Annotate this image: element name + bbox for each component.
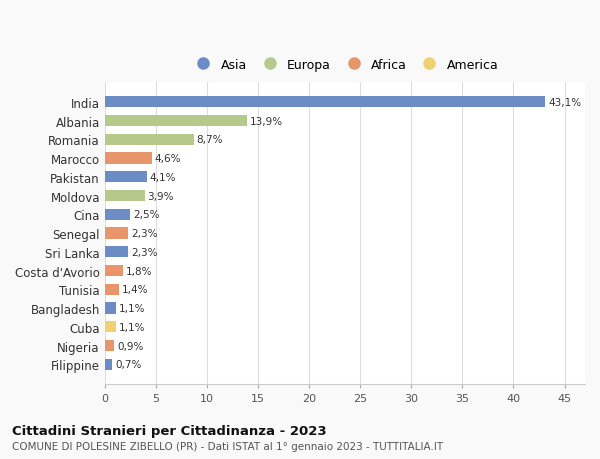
- Text: 1,1%: 1,1%: [119, 322, 146, 332]
- Bar: [105, 116, 247, 127]
- Text: 13,9%: 13,9%: [250, 116, 283, 126]
- Bar: [105, 265, 123, 276]
- Text: 1,4%: 1,4%: [122, 285, 149, 295]
- Bar: [105, 172, 146, 183]
- Bar: [105, 284, 119, 295]
- Bar: [105, 209, 130, 220]
- Text: 2,3%: 2,3%: [131, 229, 158, 239]
- Text: 1,8%: 1,8%: [126, 266, 152, 276]
- Bar: [105, 228, 128, 239]
- Bar: [105, 97, 545, 108]
- Text: 0,9%: 0,9%: [117, 341, 143, 351]
- Bar: [105, 190, 145, 202]
- Bar: [105, 359, 112, 370]
- Text: Cittadini Stranieri per Cittadinanza - 2023: Cittadini Stranieri per Cittadinanza - 2…: [12, 424, 326, 437]
- Legend: Asia, Europa, Africa, America: Asia, Europa, Africa, America: [186, 53, 504, 76]
- Bar: [105, 153, 152, 164]
- Text: 2,5%: 2,5%: [133, 210, 160, 220]
- Text: 8,7%: 8,7%: [197, 135, 223, 145]
- Text: 43,1%: 43,1%: [548, 98, 581, 107]
- Bar: [105, 134, 194, 146]
- Bar: [105, 340, 114, 352]
- Bar: [105, 321, 116, 333]
- Text: 4,6%: 4,6%: [155, 154, 181, 164]
- Text: 4,1%: 4,1%: [149, 173, 176, 182]
- Text: 3,9%: 3,9%: [148, 191, 174, 201]
- Bar: [105, 303, 116, 314]
- Bar: [105, 246, 128, 258]
- Text: 1,1%: 1,1%: [119, 303, 146, 313]
- Text: COMUNE DI POLESINE ZIBELLO (PR) - Dati ISTAT al 1° gennaio 2023 - TUTTITALIA.IT: COMUNE DI POLESINE ZIBELLO (PR) - Dati I…: [12, 441, 443, 451]
- Text: 2,3%: 2,3%: [131, 247, 158, 257]
- Text: 0,7%: 0,7%: [115, 359, 142, 369]
